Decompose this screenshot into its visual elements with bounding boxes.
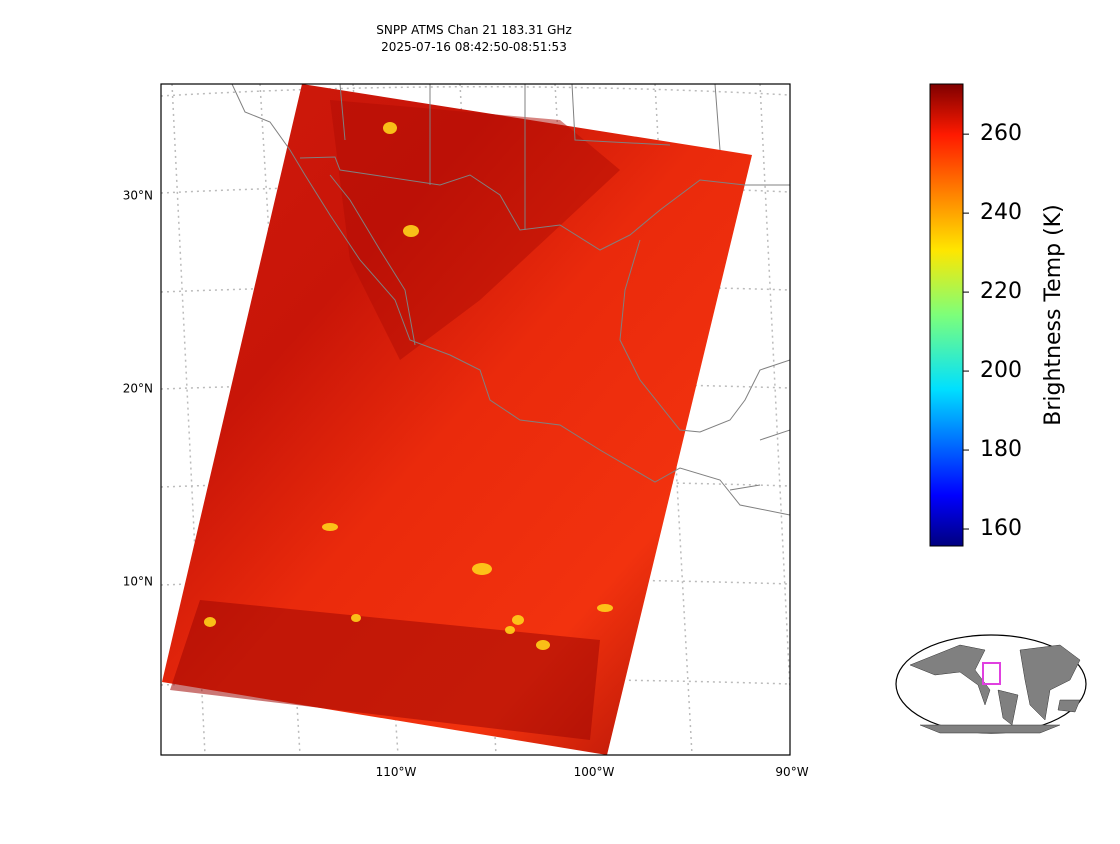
colorbar-label: Brightness Temp (K) (1041, 204, 1066, 425)
colorbar-tick-label: 260 (980, 121, 1022, 146)
map-frame (160, 83, 791, 756)
lat-label: 20°N (123, 382, 153, 396)
colorbar-tick-label: 200 (980, 358, 1022, 383)
lon-label: 100°W (574, 765, 615, 779)
lon-label: 110°W (376, 765, 417, 779)
colorbar-tick-label: 240 (980, 200, 1022, 225)
lon-label: 90°W (775, 765, 808, 779)
title-line: 2025-07-16 08:42:50-08:51:53 (381, 40, 567, 54)
inset-globe (895, 634, 1087, 734)
lat-label: 30°N (123, 189, 153, 203)
colorbar-tick-label: 160 (980, 516, 1022, 541)
colorbar-ticks: 160 180 200 220 240 260 (963, 121, 1022, 541)
lat-label: 10°N (123, 575, 153, 589)
colorbar (929, 83, 964, 547)
swath (162, 84, 752, 755)
colorbar-tick-label: 220 (980, 279, 1022, 304)
colorbar-tick-label: 180 (980, 437, 1022, 462)
map (161, 84, 790, 755)
title-line: SNPP ATMS Chan 21 183.31 GHz (376, 23, 572, 37)
